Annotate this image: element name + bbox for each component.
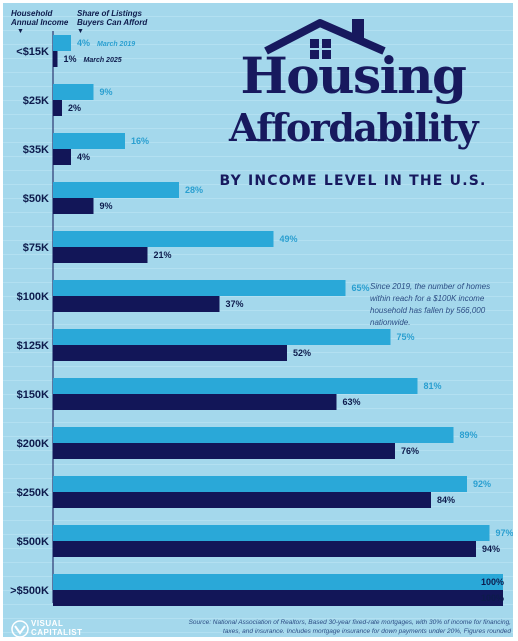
legend-2019: March 2019 (97, 41, 135, 48)
bar-2025 (53, 198, 94, 214)
bar-2025 (53, 443, 395, 459)
category-label: $150K (17, 389, 49, 401)
legend-2025: March 2025 (84, 57, 122, 64)
value-label-2019: 4% (77, 38, 90, 48)
bar-2019 (53, 35, 71, 51)
share-column-header: Share of Listings Buyers Can Afford (77, 9, 148, 27)
bar-2025 (53, 296, 220, 312)
bar-2025 (53, 100, 62, 116)
bar-2019 (53, 525, 490, 541)
value-label-2025: 1% (64, 54, 77, 64)
category-label: $500K (17, 536, 49, 548)
category-label: >$500K (10, 585, 49, 597)
income-header-arrow-icon: ▼ (17, 28, 24, 35)
bar-2025 (53, 345, 287, 361)
category-label: $50K (23, 193, 49, 205)
bar-2019 (53, 427, 454, 443)
annotation-note: Since 2019, the number of homes within r… (370, 282, 491, 327)
value-label-2019: 100% (481, 577, 504, 587)
value-label-2019: 28% (185, 185, 203, 195)
bar-2025 (53, 590, 503, 606)
share-header-arrow-icon: ▼ (77, 28, 84, 35)
value-label-2025: 4% (77, 152, 90, 162)
bar-2019 (53, 329, 391, 345)
value-label-2025: 9% (100, 201, 113, 211)
income-column-header: Household Annual Income (11, 9, 69, 27)
title-line-1: Housing (240, 46, 467, 105)
house-roof-icon (264, 19, 386, 59)
bar-2019 (53, 476, 467, 492)
visual-capitalist-logo-icon (11, 620, 29, 637)
logo-text: VISUAL CAPITALIST (31, 619, 83, 637)
value-label-2025: 100% (481, 593, 504, 603)
bar-2019 (53, 182, 179, 198)
value-label-2019: 92% (473, 479, 491, 489)
value-label-2025: 21% (154, 250, 172, 260)
category-label: $100K (17, 291, 49, 303)
value-label-2025: 94% (482, 544, 500, 554)
bar-2025 (53, 492, 431, 508)
value-label-2019: 81% (424, 381, 442, 391)
value-label-2019: 9% (100, 87, 113, 97)
bar-2019 (53, 231, 274, 247)
bar-2025 (53, 149, 71, 165)
category-label: $25K (23, 95, 49, 107)
value-label-2019: 97% (496, 528, 514, 538)
value-label-2025: 84% (437, 495, 455, 505)
value-label-2025: 37% (226, 299, 244, 309)
value-label-2025: 63% (343, 397, 361, 407)
bar-2025 (53, 541, 476, 557)
value-label-2025: 52% (293, 348, 311, 358)
value-label-2019: 75% (397, 332, 415, 342)
bar-2025 (53, 51, 58, 67)
source-note: Source: National Association of Realtors… (188, 619, 511, 635)
value-label-2019: 65% (352, 283, 370, 293)
infographic-frame: <$15K 4% 1% March 2019 March 2025 $25K 9% 2% $35… (3, 3, 513, 637)
bar-2019 (53, 133, 125, 149)
bar-2025 (53, 247, 148, 263)
value-label-2019: 89% (460, 430, 478, 440)
value-label-2025: 2% (68, 103, 81, 113)
value-label-2025: 76% (401, 446, 419, 456)
category-label: $35K (23, 144, 49, 156)
value-label-2019: 49% (280, 234, 298, 244)
category-label: $125K (17, 340, 49, 352)
bar-2025 (53, 394, 337, 410)
bar-2019 (53, 84, 94, 100)
bar-2019 (53, 574, 503, 590)
value-label-2019: 16% (131, 136, 149, 146)
title-line-2: Affordability (228, 105, 479, 150)
title-block: Housing Affordability BY INCOME LEVEL IN… (208, 19, 508, 198)
bar-2019 (53, 280, 346, 296)
category-label: <$15K (16, 46, 49, 58)
category-label: $75K (23, 242, 49, 254)
category-label: $200K (17, 438, 49, 450)
category-label: $250K (17, 487, 49, 499)
bar-2019 (53, 378, 418, 394)
subtitle: BY INCOME LEVEL IN THE U.S. (219, 173, 487, 189)
